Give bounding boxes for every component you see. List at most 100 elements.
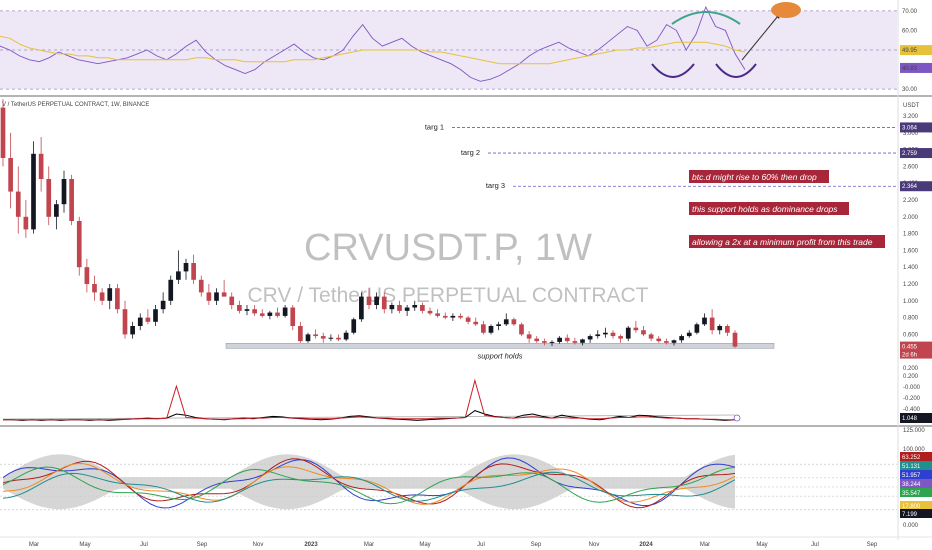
candle-body [725,326,730,333]
osc-value-tag-label: 1.048 [902,416,918,422]
candle-body [267,312,273,316]
candle-body [359,296,364,320]
bottom-value-tag [900,452,932,461]
rsi-tick-label: 60.00 [902,28,918,34]
price-tick-label: 2.000 [903,215,919,221]
time-axis-label: 2024 [639,542,653,548]
bottom-value-tag-label: 7.199 [902,512,918,518]
rsi-tick-label: 30.00 [902,87,918,93]
candle-body [130,326,135,335]
candle-body [183,263,189,272]
target-price-tag [900,181,932,192]
candle-body [61,179,67,205]
candle-body [343,332,349,340]
candle-body [107,288,113,301]
candle-body [618,336,623,339]
candle-body [481,324,486,333]
candle-body [656,338,662,342]
candle-body [496,324,501,326]
countdown-label: 2d 6h [902,353,917,359]
candle-body [176,271,181,280]
candle-body [137,317,143,326]
time-axis-label: Jul [811,542,819,548]
candle-body [84,267,90,284]
candle-body [709,317,715,331]
candle-body [237,305,242,311]
bottom-value-tag [900,461,932,470]
price-tick-label: 1.000 [903,299,919,305]
rsi-line [0,5,746,82]
candle-body [214,292,219,301]
candle-body [46,179,52,217]
note-text: allowing a 2x at a minimum profit from t… [692,237,873,247]
candle-body [572,341,578,343]
time-axis-label: Jul [140,542,148,548]
symbol-header: V / TetherUS PERPETUAL CONTRACT, 1W, BIN… [2,102,149,108]
bottom-tick-label: 125.000 [903,428,925,434]
candle-body [92,284,97,293]
bottom-value-tag-label: 51.131 [902,464,921,470]
bottom-value-tag [900,509,932,518]
osc-value-tag [900,413,932,423]
candle-body [671,340,677,343]
price-tick-label: 1.400 [903,265,919,271]
time-axis-label: May [756,542,767,548]
green-arc-drawing [671,11,741,25]
time-axis-label: Mar [700,542,710,548]
target-price-tag-label: 3.064 [902,125,918,131]
candle-body [397,305,402,311]
time-axis-label: Sep [197,542,208,548]
current-price-tag [900,341,932,359]
candle-body [160,300,166,310]
watermark-subtitle: CRV / TetherUS PERPETUAL CONTRACT [247,284,648,307]
currency-label: USDT [903,103,920,109]
candle-body [610,332,616,337]
candle-body [320,336,326,339]
price-tick-label: 0.200 [903,366,919,372]
bottom-value-tag-label: 51.957 [902,473,921,479]
osc-tick-label: 0.200 [903,374,919,380]
rsi-tick-label: 70.00 [902,9,918,15]
price-tick-label: 2.200 [903,198,919,204]
support-label: support holds [477,351,522,360]
current-price-label: 0.455 [902,345,918,351]
candle-body [458,315,463,318]
candle-body [435,313,440,316]
candle-body [198,279,204,293]
candle-body [290,307,296,326]
rsi-ma-line [0,35,746,65]
osc-marker [733,414,741,422]
purple-arc-drawing [715,63,757,78]
candle-body [15,191,21,217]
candle-body [298,326,303,342]
candle-body [534,338,540,342]
candle-body [99,292,105,301]
osc-tick-label: -0.000 [903,385,921,391]
candle-body [450,315,456,318]
note-text: btc.d might rise to 60% then drop [692,172,817,182]
rsi-value-tag-label: 40.83 [902,66,918,72]
rsi-band [0,10,897,90]
purple-arc-drawing [651,63,695,78]
candle-body [633,327,639,331]
bottom-tick-label: 0.000 [903,523,919,529]
candle-body [8,158,13,192]
candle-body [549,341,555,343]
candle-body [366,296,372,305]
candle-body [702,317,707,325]
candle-body [442,315,448,318]
time-axis-label: Sep [531,542,542,548]
orange-target-blob [771,2,801,18]
candle-body [587,336,593,340]
bottom-value-tag [900,479,932,488]
time-axis-label: Nov [253,542,264,548]
arrow-line [741,15,779,61]
watermark-title: CRVUSDT.P, 1W [304,227,592,269]
candle-body [686,332,692,337]
candle-body [168,279,174,301]
candle-body [275,312,280,316]
candle-body [580,339,585,343]
candle-body [229,296,235,305]
time-axis-label: May [79,542,90,548]
candle-body [519,324,524,335]
